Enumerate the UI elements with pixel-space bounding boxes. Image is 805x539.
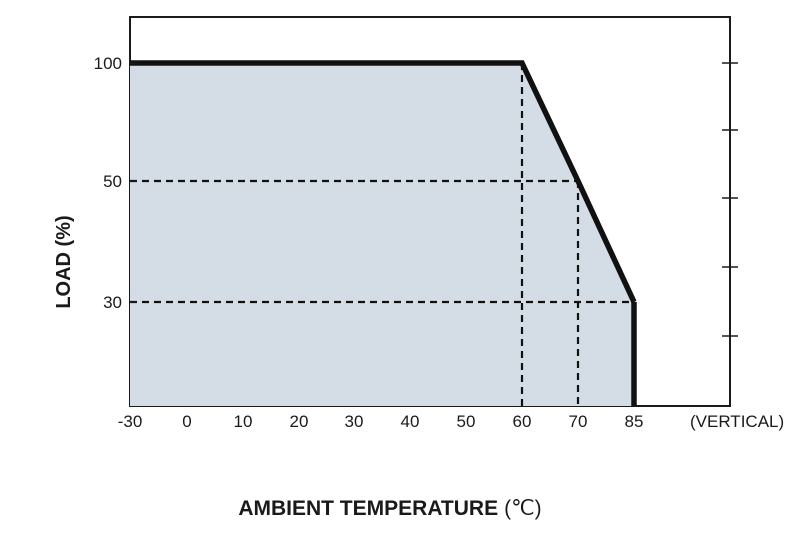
x-axis-label-text: AMBIENT TEMPERATURE <box>238 497 498 520</box>
x-tick-label: 10 <box>234 412 253 431</box>
x-tick-label: -30 <box>118 412 143 431</box>
x-tick-label: 30 <box>345 412 364 431</box>
x-tick-label: 60 <box>513 412 532 431</box>
y-tick-label: 30 <box>103 293 122 312</box>
y-axis-label: LOAD (%) <box>53 215 75 308</box>
x-tick-label: 50 <box>457 412 476 431</box>
x-tick-label: 20 <box>290 412 309 431</box>
x-axis-label-unit: (℃) <box>504 497 542 520</box>
x-tick-label: 85 <box>625 412 644 431</box>
y-tick-label: 100 <box>94 54 122 73</box>
x-tick-label: 0 <box>182 412 191 431</box>
y-tick-label: 50 <box>103 172 122 191</box>
x-tick-label: 70 <box>569 412 588 431</box>
x-axis-label: AMBIENT TEMPERATURE (℃) <box>238 497 541 520</box>
x-annotation: (VERTICAL) <box>690 412 784 431</box>
x-tick-label: 40 <box>401 412 420 431</box>
